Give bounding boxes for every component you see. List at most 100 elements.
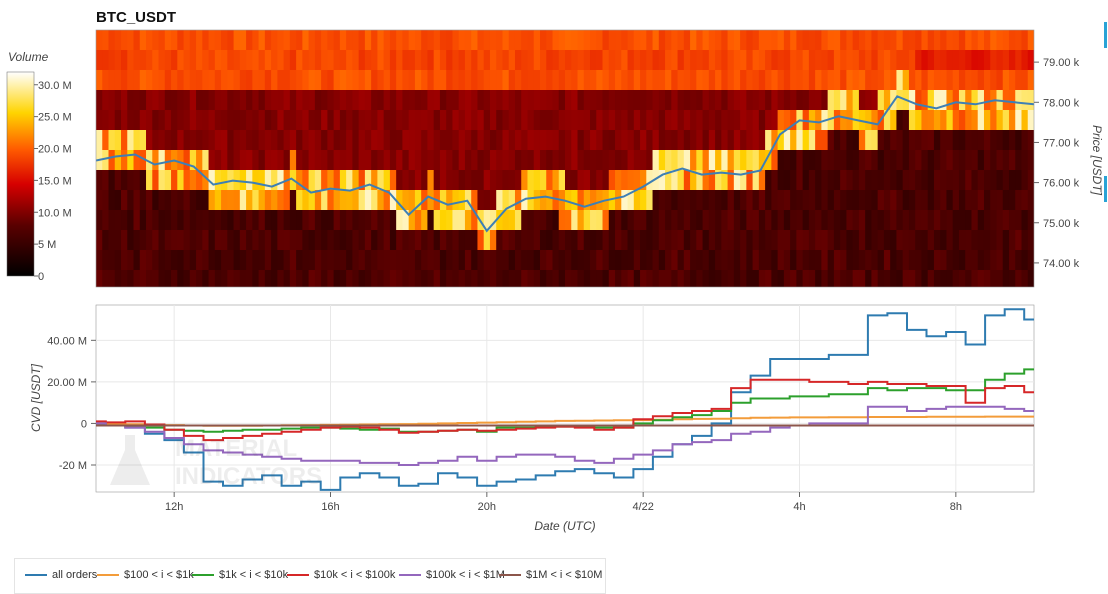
heatmap-cell bbox=[496, 250, 504, 270]
heatmap-cell bbox=[383, 130, 391, 150]
heatmap-cell bbox=[821, 190, 829, 210]
heatmap-cell bbox=[214, 250, 222, 270]
toolbar-marker-mid[interactable] bbox=[1104, 176, 1107, 202]
heatmap-cell bbox=[965, 150, 973, 170]
heatmap-cell bbox=[696, 70, 704, 90]
legend-item[interactable]: $100k < i < $1M bbox=[399, 569, 505, 581]
heatmap-cell bbox=[208, 230, 216, 250]
heatmap-cell bbox=[339, 270, 347, 287]
heatmap-cell bbox=[408, 130, 416, 150]
heatmap-cell bbox=[327, 30, 335, 50]
heatmap-cell bbox=[865, 130, 873, 150]
heatmap-cell bbox=[1027, 30, 1034, 50]
heatmap-cell bbox=[771, 170, 779, 190]
heatmap-cell bbox=[652, 30, 660, 50]
heatmap-cell bbox=[277, 150, 285, 170]
legend-item[interactable]: all orders bbox=[25, 569, 97, 581]
heatmap-cell bbox=[483, 230, 491, 250]
legend-item[interactable]: $10k < i < $100k bbox=[287, 569, 395, 581]
heatmap-cell bbox=[196, 130, 203, 150]
heatmap-cell bbox=[227, 90, 235, 110]
legend-item[interactable]: $1k < i < $10k bbox=[192, 569, 288, 581]
heatmap-cell bbox=[521, 130, 529, 150]
heatmap-cell bbox=[877, 90, 885, 110]
heatmap-cell bbox=[715, 230, 722, 250]
heatmap-cell bbox=[389, 130, 397, 150]
heatmap-cell bbox=[533, 150, 541, 170]
heatmap-cell bbox=[346, 210, 353, 230]
heatmap-cell bbox=[502, 30, 510, 50]
cvd-x-tick-label: 4/22 bbox=[632, 501, 653, 513]
heatmap-cell bbox=[271, 210, 278, 230]
heatmap-cell bbox=[171, 230, 178, 250]
heatmap-cell bbox=[958, 110, 966, 130]
heatmap-cell bbox=[683, 50, 691, 70]
heatmap-cell bbox=[383, 30, 391, 50]
heatmap-cell bbox=[708, 150, 716, 170]
heatmap-cell bbox=[552, 30, 560, 50]
legend-label: $1k < i < $10k bbox=[219, 569, 289, 581]
heatmap-cell bbox=[933, 50, 941, 70]
heatmap-cell bbox=[665, 170, 672, 190]
heatmap-cell bbox=[1002, 250, 1010, 270]
heatmap-cell bbox=[146, 210, 153, 230]
heatmap-cell bbox=[865, 210, 873, 230]
toolbar-marker-top[interactable] bbox=[1104, 22, 1107, 48]
heatmap-cell bbox=[371, 110, 378, 130]
heatmap-cell bbox=[314, 210, 322, 230]
heatmap-cell bbox=[1008, 130, 1016, 150]
heatmap-cell bbox=[421, 50, 429, 70]
heatmap-cell bbox=[1002, 170, 1010, 190]
heatmap-cell bbox=[990, 50, 998, 70]
heatmap-cell bbox=[777, 150, 785, 170]
heatmap-cell bbox=[371, 210, 378, 230]
heatmap-cell bbox=[702, 190, 710, 210]
heatmap-cell bbox=[690, 150, 697, 170]
heatmap-cell bbox=[146, 270, 153, 287]
heatmap-cell bbox=[521, 30, 529, 50]
legend-item[interactable]: $100 < i < $1k bbox=[97, 569, 194, 581]
heatmap-cell bbox=[96, 170, 103, 190]
heatmap-cell bbox=[665, 270, 672, 287]
heatmap-cell bbox=[758, 250, 766, 270]
heatmap-cell bbox=[708, 70, 716, 90]
heatmap-cell bbox=[183, 190, 191, 210]
heatmap-cell bbox=[777, 30, 785, 50]
heatmap-cell bbox=[1008, 90, 1016, 110]
heatmap-cell bbox=[196, 110, 203, 130]
heatmap-cell bbox=[452, 190, 460, 210]
heatmap-cell bbox=[908, 170, 916, 190]
heatmap-cell bbox=[915, 70, 923, 90]
heatmap-cell bbox=[539, 270, 547, 287]
heatmap-cell bbox=[183, 170, 191, 190]
heatmap-cell bbox=[965, 90, 973, 110]
heatmap-cell bbox=[221, 90, 228, 110]
heatmap-cell bbox=[339, 190, 347, 210]
heatmap-cell bbox=[427, 150, 435, 170]
heatmap-cell bbox=[327, 70, 335, 90]
heatmap-cell bbox=[402, 70, 410, 90]
cvd-lines bbox=[96, 308, 1034, 491]
heatmap-cell bbox=[521, 70, 529, 90]
heatmap-cell bbox=[458, 30, 466, 50]
heatmap-cell bbox=[883, 90, 891, 110]
heatmap-cell bbox=[646, 70, 654, 90]
heatmap-cell bbox=[527, 150, 535, 170]
heatmap-cell bbox=[802, 30, 810, 50]
heatmap-cell bbox=[921, 150, 929, 170]
heatmap-cell bbox=[652, 230, 660, 250]
heatmap-cell bbox=[458, 210, 466, 230]
heatmap-cell bbox=[114, 250, 122, 270]
heatmap-cell bbox=[171, 90, 178, 110]
heatmap-cell bbox=[289, 110, 297, 130]
heatmap-cell bbox=[139, 130, 147, 150]
heatmap-cell bbox=[164, 190, 172, 210]
heatmap-cell bbox=[183, 230, 191, 250]
legend-item[interactable]: $1M < i < $10M bbox=[499, 569, 602, 581]
heatmap-cell bbox=[258, 50, 266, 70]
heatmap-cell bbox=[421, 250, 429, 270]
heatmap-cell bbox=[208, 70, 216, 90]
heatmap-cell bbox=[583, 170, 591, 190]
heatmap-cell bbox=[721, 110, 729, 130]
heatmap-cell bbox=[333, 70, 341, 90]
